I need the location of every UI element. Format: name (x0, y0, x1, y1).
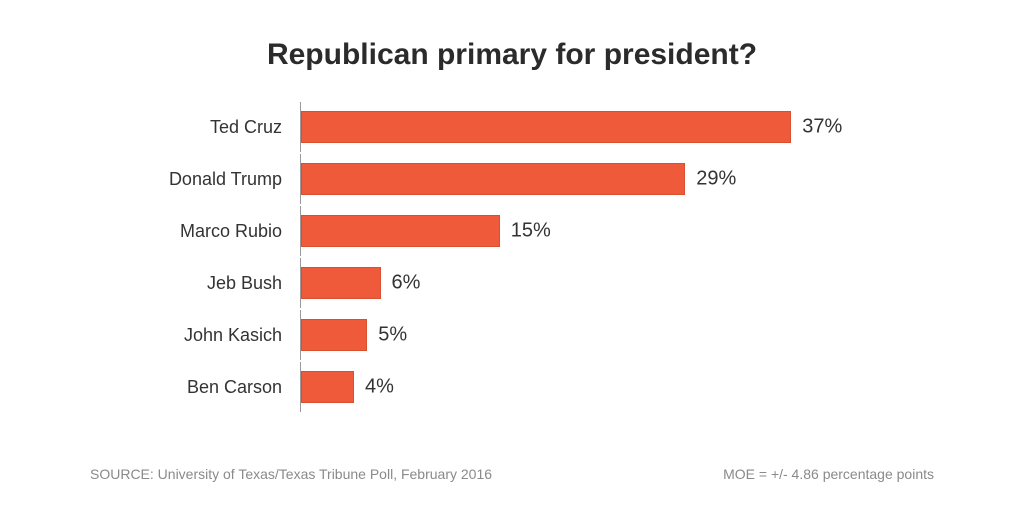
bar-track: 37% (300, 108, 830, 146)
bar-row: Ted Cruz37% (90, 108, 934, 146)
bar-label: Ben Carson (90, 377, 300, 398)
bar-track: 15% (300, 212, 830, 250)
bar-value: 29% (696, 168, 736, 191)
bar-row: Marco Rubio 15% (90, 212, 934, 250)
bar-track: 4% (300, 368, 830, 406)
bar (301, 267, 381, 299)
bar (301, 371, 354, 403)
chart-footer: SOURCE: University of Texas/Texas Tribun… (90, 466, 934, 482)
bar-label: Jeb Bush (90, 273, 300, 294)
bar-row: John Kasich 5% (90, 316, 934, 354)
bar-label: Ted Cruz (90, 117, 300, 138)
bar (301, 215, 500, 247)
chart-container: Republican primary for president? Ted Cr… (0, 0, 1024, 512)
bar-row: Ben Carson 4% (90, 368, 934, 406)
bar-label: John Kasich (90, 325, 300, 346)
bar-value: 6% (392, 272, 421, 295)
chart-area: Ted Cruz37%Donald Trump29%Marco Rubio15%… (90, 108, 934, 406)
bar (301, 111, 791, 143)
bar-value: 5% (378, 324, 407, 347)
bar-label: Marco Rubio (90, 221, 300, 242)
chart-title: Republican primary for president? (90, 38, 934, 72)
bar-label: Donald Trump (90, 169, 300, 190)
bar-track: 5% (300, 316, 830, 354)
bar-value: 37% (802, 116, 842, 139)
bar-value: 4% (365, 376, 394, 399)
source-text: SOURCE: University of Texas/Texas Tribun… (90, 466, 492, 482)
bar-value: 15% (511, 220, 551, 243)
bar-track: 6% (300, 264, 830, 302)
bar-row: Donald Trump 29% (90, 160, 934, 198)
moe-text: MOE = +/- 4.86 percentage points (723, 466, 934, 482)
bar (301, 319, 367, 351)
bar-track: 29% (300, 160, 830, 198)
bar (301, 163, 685, 195)
bar-row: Jeb Bush 6% (90, 264, 934, 302)
